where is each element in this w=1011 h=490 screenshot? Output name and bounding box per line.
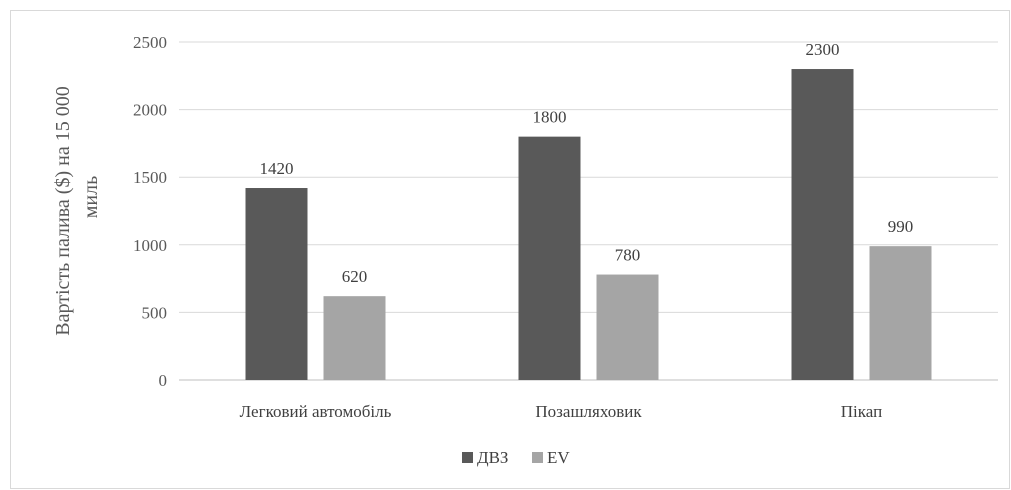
bars [245,69,932,380]
category-label: Позашляховик [535,402,642,421]
category-labels: Легковий автомобіль Позашляховик Пікап [240,402,883,421]
bar-ev [323,296,386,380]
chart-frame: 0 500 1000 1500 2000 2500 1420 620 1800 780 2300 9… [10,10,1010,489]
legend-swatch-ev [532,452,543,463]
y-tick-label: 2500 [133,33,167,52]
y-tick-label: 1500 [133,168,167,187]
bar-ev [596,274,659,380]
legend-swatch-ice [462,452,473,463]
y-axis-label: Вартість палива ($) на 15 000 миль [52,86,102,335]
y-tick-label: 0 [159,371,168,390]
data-label: 620 [342,267,368,286]
y-axis-label-line: миль [80,176,102,218]
data-labels: 1420 620 1800 780 2300 990 [260,40,914,286]
data-label: 2300 [806,40,840,59]
y-tick-label: 500 [142,303,168,322]
data-label: 780 [615,246,641,265]
legend: ДВЗ EV [462,448,570,467]
legend-label-ev: EV [547,448,570,467]
data-label: 1420 [260,159,294,178]
y-tick-labels: 0 500 1000 1500 2000 2500 [133,33,167,390]
y-tick-label: 1000 [133,236,167,255]
category-label: Пікап [841,402,882,421]
bar-chart: 0 500 1000 1500 2000 2500 1420 620 1800 780 2300 9… [52,33,998,467]
legend-label-ice: ДВЗ [477,448,508,467]
data-label: 1800 [533,108,567,127]
data-label: 990 [888,217,914,236]
bar-ice [518,136,581,380]
gridlines [179,41,998,381]
y-axis-label-line: Вартість палива ($) на 15 000 [52,86,74,335]
category-label: Легковий автомобіль [240,402,392,421]
bar-ev [869,246,932,380]
bar-ice [791,69,854,380]
bar-ice [245,188,308,380]
y-tick-label: 2000 [133,101,167,120]
